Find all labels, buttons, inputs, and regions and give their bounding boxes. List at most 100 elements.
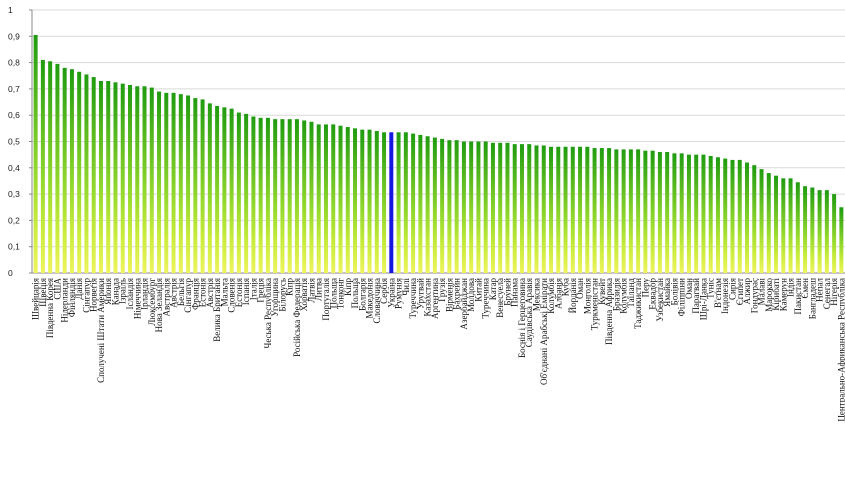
x-tick-label: Румунія (394, 278, 404, 309)
x-tick-label: Італія (248, 278, 258, 300)
bar (621, 149, 626, 273)
x-tick-label: Боснія і Герцеговина (517, 278, 527, 358)
bar (461, 141, 466, 273)
bar (186, 95, 191, 273)
x-tick-label: Ізраїль (118, 278, 128, 304)
bar (382, 132, 387, 273)
bar (207, 103, 212, 274)
bar (657, 152, 662, 273)
bar (774, 175, 779, 273)
bar (128, 84, 132, 274)
x-tick-label: Туреччина (481, 278, 491, 319)
bar (106, 81, 111, 273)
x-tick-label: Ісландія (125, 278, 135, 310)
x-tick-label: Фінляндія (67, 278, 77, 317)
bar (418, 134, 423, 273)
bar (273, 119, 278, 274)
x-tick-label: Німеччина (132, 278, 142, 319)
bar (519, 144, 524, 273)
x-tick-label: Австралія (161, 278, 171, 316)
bar (200, 99, 205, 273)
x-tick-label: Сполучені Штати Америки (96, 278, 106, 383)
bar (730, 159, 735, 273)
x-tick-label: Єгипет (735, 278, 745, 305)
y-tick-label: 1 (8, 5, 13, 15)
bar (316, 124, 321, 273)
bar (149, 87, 154, 273)
x-tick-label: Македонія (365, 278, 375, 319)
bar (33, 34, 38, 274)
bar (236, 112, 241, 273)
x-tick-label: Сінгапур (183, 278, 193, 313)
bar (294, 119, 299, 274)
x-tick-label: Латвія (306, 278, 316, 303)
bar (411, 133, 416, 273)
bar (599, 148, 604, 273)
x-tick-label: Болгарія (357, 278, 367, 311)
bars (33, 34, 844, 274)
x-tick-label: Саудівська Аравія (524, 278, 534, 347)
bar (193, 98, 198, 273)
x-tick-label: Йорданія (568, 278, 578, 313)
x-tick-label: Ємен (800, 278, 810, 299)
bar (832, 194, 837, 273)
bar (222, 107, 227, 273)
x-tick-label: Сирія (727, 278, 737, 300)
y-tick-label: 0,5 (8, 137, 20, 147)
bar (810, 187, 815, 273)
bar (839, 207, 844, 273)
bar (665, 152, 670, 273)
x-tick-label: Білорусь (277, 278, 287, 312)
x-tick-label: Туркменістан (590, 278, 600, 330)
x-tick-label: Сербія (379, 278, 389, 304)
bar (490, 142, 495, 273)
bar (563, 146, 568, 273)
x-tick-label: Естонія (234, 278, 244, 307)
x-tick-label: Гондурас (749, 278, 759, 313)
x-tick-label: Грузія (437, 278, 447, 302)
bar (636, 149, 641, 273)
bar (607, 148, 612, 273)
bar (280, 119, 285, 274)
x-tick-label: Казахстан (423, 278, 433, 317)
x-tick-label: Катар (488, 278, 498, 301)
x-tick-label: Центрально-Африканська Республіка (836, 278, 845, 422)
x-tick-label: Велика Британія (212, 278, 222, 342)
x-tick-label: Бельгія (176, 278, 186, 306)
x-tick-label: Іспанія (241, 278, 251, 305)
bar (338, 125, 343, 273)
bar (84, 74, 89, 273)
bar (367, 129, 372, 273)
bar (824, 190, 829, 273)
bar (287, 119, 292, 274)
x-tick-label: Непал (815, 278, 825, 302)
x-tick-label: Перу (640, 278, 650, 298)
x-tick-label: Індія (786, 278, 796, 297)
x-tick-label: Чилі (401, 278, 411, 296)
bar (309, 121, 314, 273)
x-tick-label: Люксембург (147, 278, 157, 326)
bar (476, 141, 481, 273)
bar (164, 92, 169, 273)
bar (178, 94, 183, 273)
bar (505, 142, 510, 273)
bar (672, 153, 677, 273)
bar (759, 169, 764, 273)
x-tick-label: Туніс (706, 278, 716, 299)
x-tick-label: Камерун (778, 278, 788, 311)
bar (817, 190, 822, 273)
bar (432, 137, 437, 273)
x-tick-label: Японія (103, 278, 113, 305)
bar (251, 116, 256, 274)
bar (694, 154, 699, 273)
x-tick-label: Бахрейн (452, 278, 462, 310)
x-tick-label: Австрія (169, 278, 179, 308)
x-tick-label: Угорщина (270, 278, 280, 317)
x-tick-label: Бруней (502, 278, 512, 306)
y-tick-label: 0,4 (8, 163, 20, 173)
bar (541, 145, 546, 273)
x-tick-label: Молдова (466, 278, 476, 312)
bar (113, 82, 118, 273)
bar (752, 165, 757, 273)
